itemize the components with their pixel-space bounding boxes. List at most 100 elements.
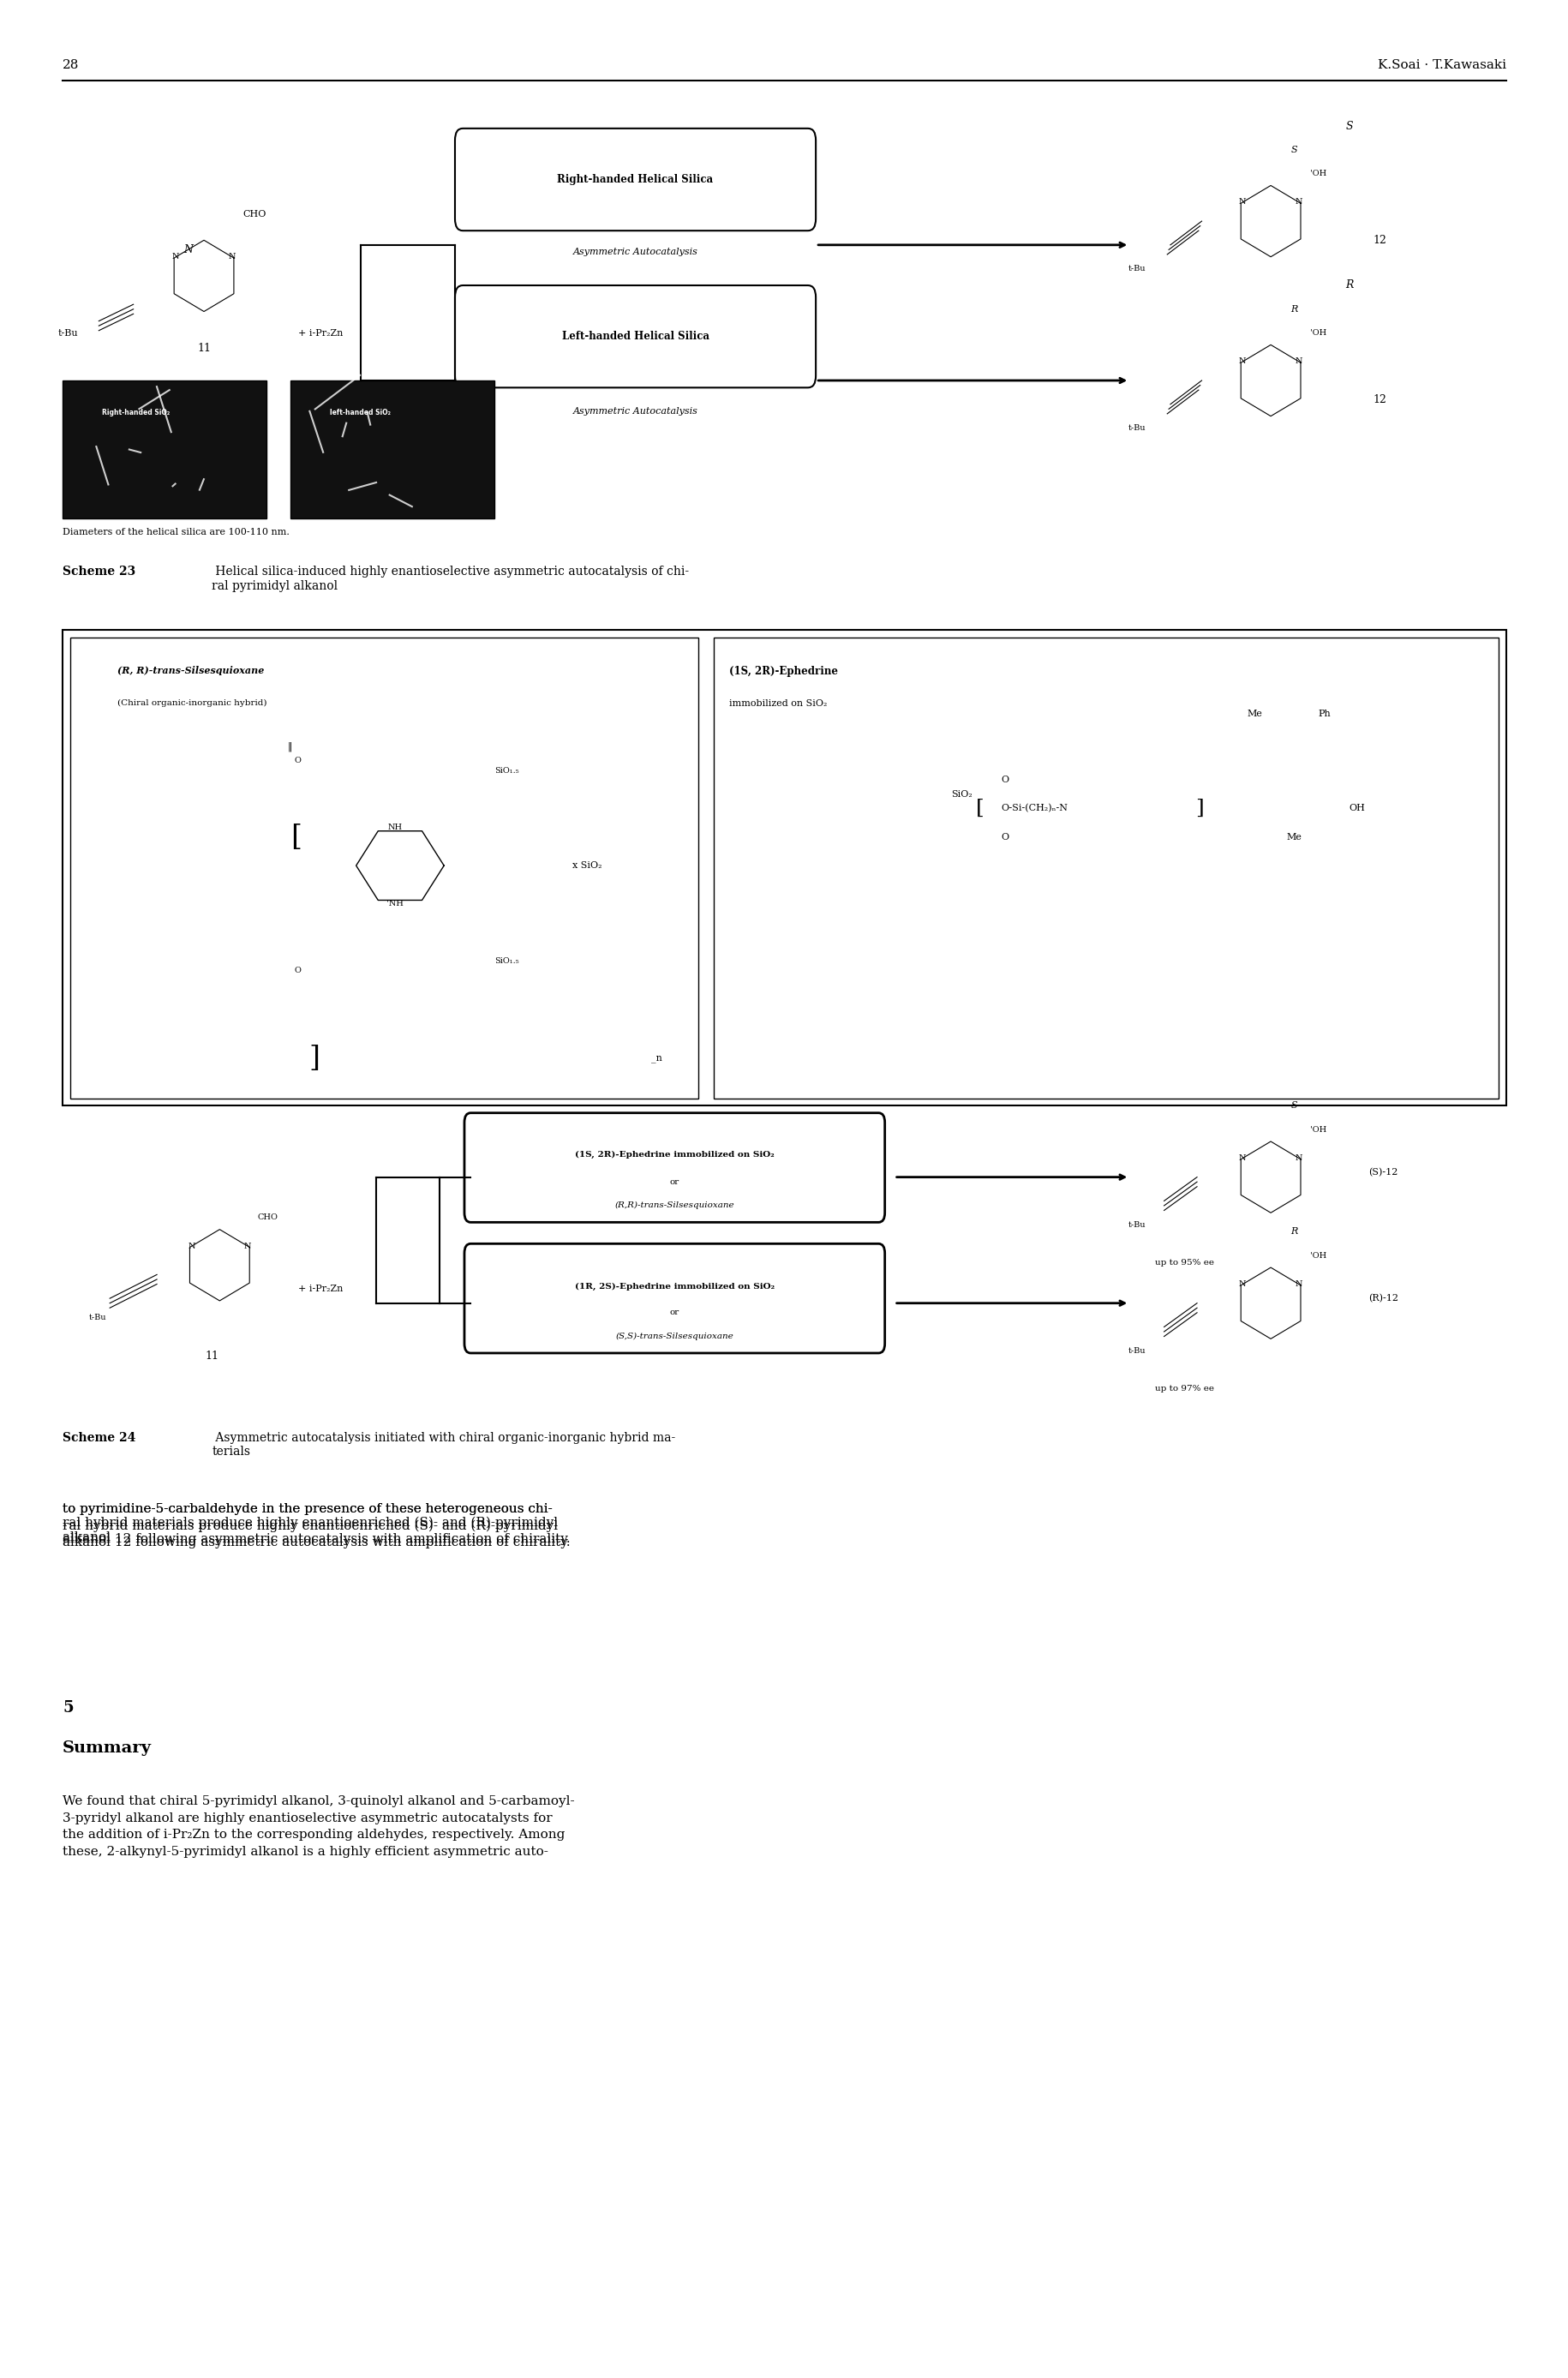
Text: (1S, 2R)-Ephedrine immobilized on SiO₂: (1S, 2R)-Ephedrine immobilized on SiO₂ [574,1151,775,1158]
Text: O: O [295,756,301,766]
Text: N: N [1295,197,1301,207]
Text: R: R [1290,304,1297,314]
Text: t-Bu: t-Bu [1127,1346,1146,1355]
Bar [290,380,494,518]
Text: (Chiral organic-inorganic hybrid): (Chiral organic-inorganic hybrid) [118,699,267,706]
Text: N: N [1239,1153,1245,1163]
Text: to pyrimidine-5-carbaldehyde in the presence of these heterogeneous chi-
ral hyb: to pyrimidine-5-carbaldehyde in the pres… [63,1503,558,1543]
Text: (S)-12: (S)-12 [1367,1168,1397,1177]
Text: _n: _n [651,1053,662,1063]
FancyBboxPatch shape [464,1244,884,1353]
Text: Helical silica-induced highly enantioselective asymmetric autocatalysis of chi-
: Helical silica-induced highly enantiosel… [212,566,688,592]
Text: t-Bu: t-Bu [1127,264,1146,273]
Text: (R)-12: (R)-12 [1367,1294,1397,1303]
Text: up to 95% ee: up to 95% ee [1154,1258,1214,1267]
Text: ]: ] [1195,799,1203,818]
Text: Me: Me [1286,832,1301,842]
Text: Right-handed Helical Silica: Right-handed Helical Silica [557,174,713,185]
Text: (1R, 2S)-Ephedrine immobilized on SiO₂: (1R, 2S)-Ephedrine immobilized on SiO₂ [574,1282,775,1291]
Text: 11: 11 [205,1351,218,1363]
Text: Asymmetric autocatalysis initiated with chiral organic-inorganic hybrid ma-
teri: Asymmetric autocatalysis initiated with … [212,1432,676,1458]
Text: S: S [1290,1101,1297,1111]
Text: SiO₁.₅: SiO₁.₅ [494,766,519,775]
Text: N: N [229,252,235,262]
Text: immobilized on SiO₂: immobilized on SiO₂ [729,699,826,709]
Text: O: O [1000,832,1008,842]
Text: + i-Pr₂Zn: + i-Pr₂Zn [298,328,343,338]
Text: t-Bu: t-Bu [89,1313,107,1322]
Text: Asymmetric Autocatalysis: Asymmetric Autocatalysis [572,247,698,257]
Text: Scheme 23: Scheme 23 [63,566,136,578]
Text: 'OH: 'OH [1309,328,1327,338]
Text: t-Bu: t-Bu [1127,423,1146,433]
Text: 12: 12 [1372,235,1386,245]
Text: x SiO₂: x SiO₂ [572,861,602,870]
Text: Summary: Summary [63,1741,152,1755]
Text: N: N [188,1241,194,1251]
FancyBboxPatch shape [455,285,815,388]
Text: Left-handed Helical Silica: Left-handed Helical Silica [561,331,709,342]
Text: 'NH: 'NH [387,899,403,908]
Text: N: N [245,1241,251,1251]
Text: N: N [1239,1279,1245,1289]
Text: Asymmetric Autocatalysis: Asymmetric Autocatalysis [572,407,698,416]
Text: Ph: Ph [1317,709,1330,718]
Text: O-Si-(CH₂)ₙ-N: O-Si-(CH₂)ₙ-N [1000,804,1068,813]
Text: left-handed SiO₂: left-handed SiO₂ [329,409,390,416]
Text: NH: NH [387,823,403,832]
Text: K.Soai · T.Kawasaki: K.Soai · T.Kawasaki [1377,59,1505,71]
Text: OH: OH [1348,804,1364,813]
Text: (S,S)-trans-Silsesquioxane: (S,S)-trans-Silsesquioxane [615,1332,734,1341]
Text: R: R [1290,1227,1297,1237]
FancyBboxPatch shape [464,1113,884,1222]
Text: 5: 5 [63,1700,74,1715]
Text: N: N [1239,357,1245,366]
Text: (R,R)-trans-Silsesquioxane: (R,R)-trans-Silsesquioxane [615,1201,734,1210]
Text: or: or [670,1177,679,1187]
Text: t-Bu: t-Bu [58,328,78,338]
Text: SiO₂: SiO₂ [950,789,972,799]
Text: S: S [1290,145,1297,155]
Text: or: or [670,1308,679,1317]
Text: N: N [1295,1153,1301,1163]
Text: (1S, 2R)-Ephedrine: (1S, 2R)-Ephedrine [729,666,837,678]
Text: 12: 12 [1372,395,1386,404]
Text: t-Bu: t-Bu [1127,1220,1146,1229]
Text: ‖: ‖ [287,742,293,751]
Text: S: S [1345,121,1352,131]
Text: [: [ [975,799,983,818]
Text: N: N [183,245,193,254]
Text: CHO: CHO [243,209,267,219]
Text: SiO₁.₅: SiO₁.₅ [494,956,519,965]
Text: CHO: CHO [257,1213,278,1222]
Text: R: R [1344,281,1353,290]
Bar [71,637,698,1099]
Text: + i-Pr₂Zn: + i-Pr₂Zn [298,1284,343,1294]
Text: 28: 28 [63,59,80,71]
Text: ]: ] [309,1044,320,1072]
Text: O: O [295,965,301,975]
Text: O: O [1000,775,1008,785]
Bar [63,630,1505,1106]
Text: We found that chiral 5-pyrimidyl alkanol, 3-quinolyl alkanol and 5-carbamoyl-
3-: We found that chiral 5-pyrimidyl alkanol… [63,1795,574,1857]
Text: Me: Me [1247,709,1262,718]
Bar [63,380,267,518]
Text: 'OH: 'OH [1309,1251,1327,1260]
Text: Scheme 24: Scheme 24 [63,1432,136,1443]
Bar [713,637,1497,1099]
Text: 'OH: 'OH [1309,1125,1327,1134]
Text: [: [ [290,823,301,851]
Text: Diameters of the helical silica are 100-110 nm.: Diameters of the helical silica are 100-… [63,528,290,537]
Text: N: N [172,252,179,262]
Text: N: N [1295,1279,1301,1289]
FancyBboxPatch shape [455,128,815,231]
Text: N: N [1239,197,1245,207]
Text: (R, R)-trans-Silsesquioxane: (R, R)-trans-Silsesquioxane [118,666,265,675]
Text: 'OH: 'OH [1309,169,1327,178]
Text: alkanol 12 following asymmetric autocatalysis with amplification of chirality.: alkanol 12 following asymmetric autocata… [63,1505,571,1546]
Text: N: N [1295,357,1301,366]
Text: 11: 11 [198,342,210,354]
Text: Right-handed SiO₂: Right-handed SiO₂ [102,409,169,416]
Text: to pyrimidine-5-carbaldehyde in the presence of these heterogeneous chi-
ral hyb: to pyrimidine-5-carbaldehyde in the pres… [63,1503,571,1548]
Text: up to 97% ee: up to 97% ee [1154,1384,1214,1394]
